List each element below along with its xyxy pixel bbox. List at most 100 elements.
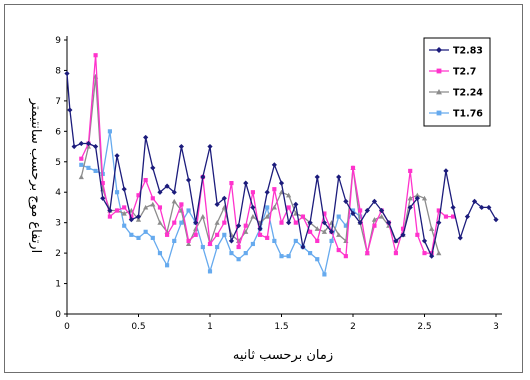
data-point <box>264 189 270 195</box>
data-point <box>165 263 170 268</box>
y-tick-label: 0 <box>55 310 61 320</box>
data-point <box>236 257 241 262</box>
data-point <box>71 143 77 150</box>
data-point <box>429 253 435 259</box>
series-t1-76 <box>79 129 363 277</box>
series-t2-7 <box>79 53 456 259</box>
data-point <box>264 213 270 219</box>
data-point <box>322 211 327 216</box>
data-point <box>429 226 435 231</box>
data-point <box>436 89 442 95</box>
data-point <box>436 110 442 116</box>
tick-labels: 0 1 2 3 4 5 6 7 8 9 0 0.5 1 1.5 2 2.5 3 <box>55 36 499 332</box>
data-point <box>185 177 192 183</box>
data-point <box>400 226 406 231</box>
data-point <box>371 217 378 222</box>
data-point <box>286 220 292 226</box>
data-point <box>471 198 478 204</box>
data-point <box>300 214 306 219</box>
x-tick-label: 3 <box>493 322 499 332</box>
data-point <box>407 204 413 211</box>
series-line <box>81 131 361 277</box>
legend-entry: T1.76 <box>429 109 483 120</box>
data-point <box>336 232 342 237</box>
data-point <box>150 201 156 207</box>
data-point <box>257 232 263 237</box>
data-point <box>186 208 191 213</box>
data-point <box>414 192 420 198</box>
data-point <box>443 214 449 219</box>
y-tick-label: 8 <box>55 66 61 76</box>
data-point <box>415 232 420 237</box>
data-point <box>157 251 163 256</box>
data-point <box>314 174 320 180</box>
data-point <box>186 238 191 244</box>
x-axis-label: زمان برحسب ثانیه <box>233 348 333 363</box>
data-point <box>321 220 327 226</box>
data-point <box>250 241 255 247</box>
data-point <box>386 220 392 226</box>
data-point <box>228 238 235 244</box>
data-point <box>79 156 84 161</box>
data-point <box>286 192 292 198</box>
data-point <box>214 220 220 225</box>
series-layer <box>64 53 499 277</box>
data-point <box>315 257 320 262</box>
data-point <box>185 241 192 247</box>
data-point <box>150 165 156 171</box>
data-point <box>164 183 170 189</box>
data-point <box>343 198 349 204</box>
data-point <box>200 213 206 219</box>
data-point <box>393 251 398 256</box>
data-point <box>157 205 163 210</box>
data-point <box>143 204 149 210</box>
data-point <box>250 213 256 219</box>
legend-label: T2.83 <box>453 46 483 57</box>
data-point <box>64 70 70 77</box>
y-tick-label: 9 <box>55 36 61 46</box>
legend: T2.83 T2.7 T2.24 T1.76 <box>423 37 491 127</box>
data-point <box>165 232 170 237</box>
data-point <box>85 140 92 147</box>
data-point <box>271 204 277 210</box>
data-point <box>364 207 370 214</box>
data-point <box>350 210 356 217</box>
data-point <box>179 220 184 225</box>
data-point <box>136 235 141 240</box>
data-point <box>229 181 234 186</box>
y-tick-label: 1 <box>55 280 61 290</box>
legend-entry: T2.83 <box>429 46 483 57</box>
data-point <box>93 168 98 173</box>
data-point <box>422 251 427 256</box>
data-point <box>436 250 442 256</box>
data-point <box>400 232 406 238</box>
y-axis-label: ارتفاع موج برحسب سانتیمتر <box>28 98 43 253</box>
data-point <box>322 272 327 277</box>
data-point <box>464 213 470 220</box>
data-point <box>222 232 227 237</box>
legend-entry: T2.24 <box>429 88 483 99</box>
data-point <box>135 217 142 222</box>
data-point <box>293 238 298 244</box>
data-point <box>236 223 242 229</box>
data-point <box>121 186 127 192</box>
data-point <box>379 207 385 214</box>
data-point <box>150 235 155 240</box>
data-point <box>178 143 184 150</box>
x-tick-label: 1 <box>207 322 213 332</box>
data-point <box>407 195 413 201</box>
data-point <box>358 208 363 213</box>
data-point <box>436 208 441 213</box>
data-point <box>200 174 206 180</box>
data-point <box>129 214 134 219</box>
data-point <box>229 251 234 256</box>
data-point <box>135 213 142 220</box>
data-point <box>336 214 341 219</box>
data-point <box>336 247 341 253</box>
data-point <box>222 220 227 225</box>
data-point <box>443 168 449 174</box>
data-point <box>129 232 134 237</box>
data-point <box>93 53 98 58</box>
data-point <box>114 153 120 159</box>
data-point <box>358 214 363 219</box>
